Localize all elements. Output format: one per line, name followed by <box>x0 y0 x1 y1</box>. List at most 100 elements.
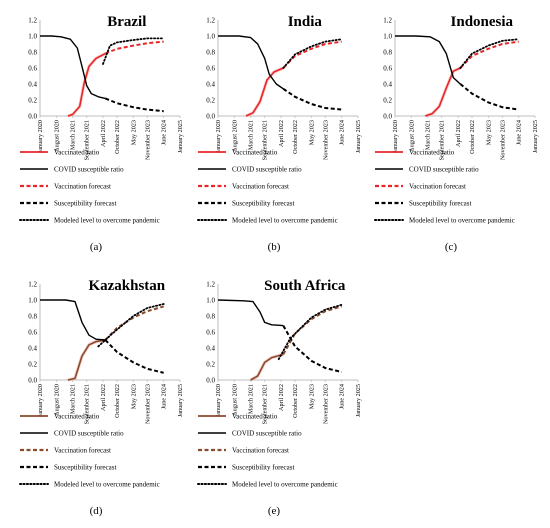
x-tick-label: November 2023 <box>499 120 506 160</box>
y-tick-label: 0.8 <box>206 49 215 57</box>
y-tick-label: 0.2 <box>383 97 392 105</box>
x-tick-label: January 2025 <box>355 384 362 417</box>
legend-label: Susceptibility forecast <box>232 200 294 208</box>
legend-label: COVID susceptible ratio <box>409 166 479 174</box>
x-tick-label: October 2022 <box>114 120 121 154</box>
x-tick-label: January 2025 <box>177 120 184 153</box>
x-tick-label: April 2022 <box>455 120 462 147</box>
legend-label: Vaccination forecast <box>54 447 111 455</box>
legend-label: Vaccinated ratio <box>409 149 455 157</box>
legend-label: Vaccination forecast <box>232 183 289 191</box>
susceptibility-forecast-line <box>282 325 342 373</box>
legend-label: Susceptibility forecast <box>409 200 471 208</box>
legend-label: Modeled level to overcome pandemic <box>409 217 515 225</box>
legend-label: COVID susceptible ratio <box>232 166 302 174</box>
chart-title: Kazakhstan <box>88 278 165 294</box>
y-tick-label: 0.8 <box>206 313 215 321</box>
x-tick-label: January 2020 <box>215 384 222 417</box>
x-tick-label: August 2020 <box>53 120 60 152</box>
x-tick-label: August 2020 <box>53 384 60 416</box>
y-tick-label: 0.0 <box>28 113 37 121</box>
legend-label: Vaccinated ratio <box>232 149 278 157</box>
susceptibility-forecast-line <box>104 339 164 374</box>
y-tick-label: 0.2 <box>28 361 37 369</box>
susceptible-line <box>40 35 106 100</box>
legend-label: Vaccination forecast <box>409 183 466 191</box>
x-tick-label: August 2020 <box>408 120 415 152</box>
legend-label: Vaccinated ratio <box>54 413 100 421</box>
x-tick-label: September 2021 <box>84 384 91 424</box>
y-tick-label: 0.0 <box>206 377 215 385</box>
x-tick-label: January 2020 <box>37 384 44 417</box>
legend-label: COVID susceptible ratio <box>54 430 124 438</box>
vaccinated-line <box>245 67 284 117</box>
vaccination-forecast-line <box>104 305 164 341</box>
x-tick-label: June 2024 <box>161 384 168 409</box>
chart-panel-3: 0.0 0.2 0.4 0.6 0.8 1.0 1.2 January 2020 August … <box>374 14 539 253</box>
modeled-level-line <box>459 38 520 69</box>
susceptible-line <box>395 35 461 85</box>
y-tick-label: 1.2 <box>206 281 215 289</box>
y-tick-label: 0.6 <box>28 65 37 73</box>
x-tick-label: January 2025 <box>532 120 539 153</box>
y-tick-label: 1.0 <box>206 297 215 305</box>
x-tick-label: May 2023 <box>308 384 315 409</box>
y-tick-label: 0.8 <box>28 49 37 57</box>
chart-title: Indonesia <box>451 14 514 30</box>
x-tick-label: October 2022 <box>469 120 476 154</box>
x-tick-label: August 2020 <box>231 120 238 152</box>
y-tick-label: 1.2 <box>383 17 392 25</box>
x-tick-label: April 2022 <box>100 120 107 147</box>
modeled-level-line <box>102 37 165 65</box>
vaccinated-line-shadow <box>245 66 284 118</box>
x-tick-label: June 2024 <box>339 120 346 145</box>
x-tick-label: May 2023 <box>130 120 137 145</box>
modeled-level-line <box>282 38 343 69</box>
panel-label: (e) <box>268 505 281 517</box>
x-tick-label: June 2024 <box>516 120 523 145</box>
y-tick-label: 1.2 <box>28 17 37 25</box>
x-tick-label: April 2022 <box>278 384 285 411</box>
legend-label: Vaccinated ratio <box>54 149 100 157</box>
x-tick-label: October 2022 <box>292 384 299 418</box>
panel-label: (c) <box>445 241 458 253</box>
x-tick-label: January 2025 <box>355 120 362 153</box>
x-tick-label: April 2022 <box>100 384 107 411</box>
x-tick-label: November 2023 <box>322 120 329 160</box>
chart-title: India <box>288 14 323 30</box>
y-tick-label: 0.6 <box>383 65 392 73</box>
chart-panel-4: 0.0 0.2 0.4 0.6 0.8 1.0 1.2 January 2020 August … <box>19 278 184 517</box>
legend-label: COVID susceptible ratio <box>232 430 302 438</box>
y-tick-label: 0.2 <box>206 97 215 105</box>
x-tick-label: August 2020 <box>231 384 238 416</box>
y-tick-label: 0.6 <box>206 329 215 337</box>
y-tick-label: 0.0 <box>28 377 37 385</box>
legend-label: Modeled level to overcome pandemic <box>232 217 338 225</box>
x-tick-label: October 2022 <box>114 384 121 418</box>
chart-panel-2: 0.0 0.2 0.4 0.6 0.8 1.0 1.2 January 2020 August … <box>197 14 362 253</box>
x-tick-label: October 2022 <box>292 120 299 154</box>
x-tick-label: September 2021 <box>262 120 269 160</box>
x-tick-label: May 2023 <box>308 120 315 145</box>
chart-panel-1: 0.0 0.2 0.4 0.6 0.8 1.0 1.2 January 2020 August … <box>19 14 184 253</box>
y-tick-label: 0.8 <box>383 49 392 57</box>
y-tick-label: 0.6 <box>28 329 37 337</box>
susceptibility-forecast-line <box>282 87 342 111</box>
chart-title: South Africa <box>264 278 346 294</box>
susceptible-line <box>218 35 284 90</box>
vaccinated-line-shadow <box>424 66 461 118</box>
modeled-level-line <box>97 303 165 348</box>
y-tick-label: 1.0 <box>383 33 392 41</box>
x-tick-label: May 2023 <box>130 384 137 409</box>
chart-panel-5: 0.0 0.2 0.4 0.6 0.8 1.0 1.2 January 2020 August … <box>197 278 362 517</box>
x-tick-label: April 2022 <box>278 120 285 147</box>
vaccinated-line <box>67 339 106 381</box>
x-tick-label: May 2023 <box>485 120 492 145</box>
modeled-level-line <box>277 303 343 361</box>
legend-label: Susceptibility forecast <box>54 464 116 472</box>
x-tick-label: March 2021 <box>70 120 77 150</box>
legend-label: Vaccinated ratio <box>232 413 278 421</box>
y-tick-label: 1.2 <box>28 281 37 289</box>
legend-label: Susceptibility forecast <box>232 464 294 472</box>
x-tick-label: March 2021 <box>70 384 77 414</box>
